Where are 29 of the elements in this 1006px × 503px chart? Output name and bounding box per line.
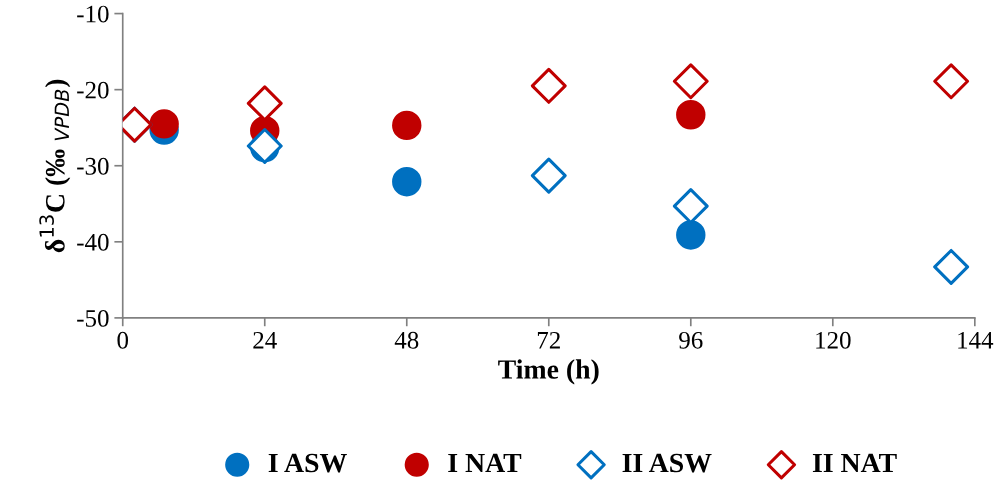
legend-label: I ASW — [268, 453, 347, 473]
x-tick-label: 48 — [394, 331, 419, 349]
y-tick-label: -20 — [77, 81, 109, 99]
x-tick-label: 24 — [253, 331, 277, 349]
point — [246, 127, 283, 164]
x-tick-label: 120 — [816, 331, 851, 349]
point — [676, 220, 706, 250]
y-tick-label: -40 — [77, 233, 109, 251]
x-tick-label: 0 — [117, 331, 129, 349]
point — [676, 100, 706, 130]
y-tick-label: -50 — [77, 309, 109, 327]
point — [530, 67, 567, 104]
point — [933, 63, 970, 100]
x-tick-label: 72 — [537, 331, 560, 349]
x-tick-label: 144 — [958, 331, 994, 349]
x-axis-title: Time (h) — [498, 359, 599, 385]
legend-label: II ASW — [622, 453, 712, 473]
point — [933, 248, 970, 285]
point — [392, 167, 422, 197]
point — [149, 109, 179, 139]
y-tick-label: -10 — [77, 5, 109, 23]
point — [530, 157, 567, 194]
y-axis-title: δ$^{13}$C (‰ $_{VPDB}$) — [39, 79, 71, 253]
y-tick-label: -30 — [77, 157, 109, 175]
legend-label: I NAT — [448, 453, 522, 473]
legend-label: II NAT — [812, 453, 897, 473]
point — [392, 110, 422, 141]
x-tick-label: 96 — [679, 331, 703, 349]
point — [672, 63, 709, 100]
